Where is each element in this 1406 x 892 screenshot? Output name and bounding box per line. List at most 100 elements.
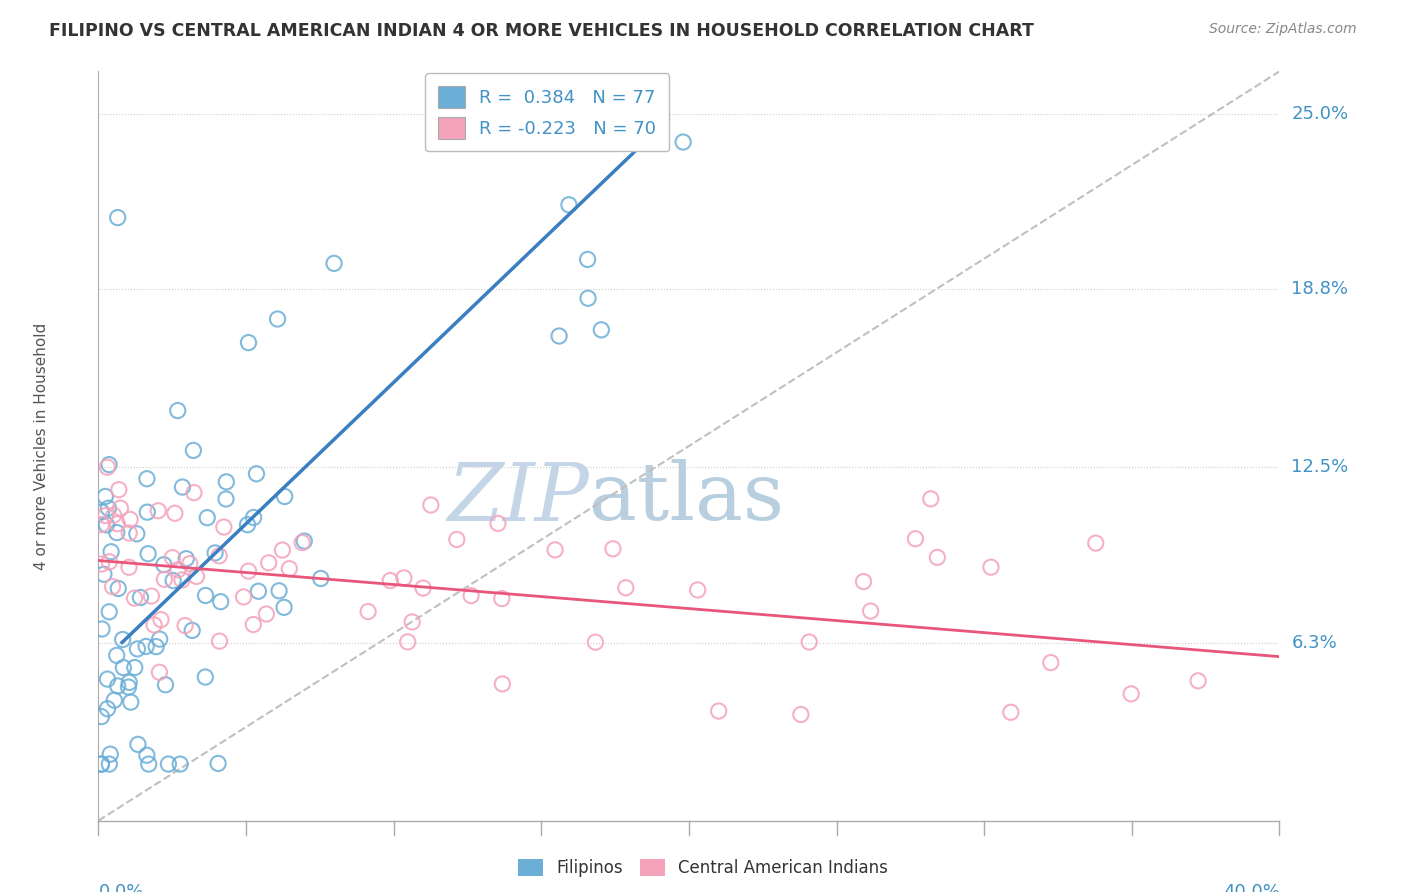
- Point: [238, 335, 260, 350]
- Point: [558, 198, 581, 212]
- Point: [254, 607, 277, 621]
- Point: [153, 572, 176, 586]
- Point: [170, 573, 193, 587]
- Point: [1000, 706, 1022, 720]
- Point: [145, 640, 167, 654]
- Point: [120, 512, 142, 526]
- Point: [141, 589, 163, 603]
- Point: [548, 329, 571, 343]
- Point: [278, 561, 301, 575]
- Point: [100, 545, 122, 559]
- Point: [209, 595, 232, 609]
- Point: [686, 582, 709, 597]
- Point: [124, 591, 146, 606]
- Point: [1187, 673, 1209, 688]
- Point: [576, 252, 599, 267]
- Text: 4 or more Vehicles in Household: 4 or more Vehicles in Household: [34, 322, 49, 570]
- Point: [401, 615, 423, 629]
- Point: [118, 526, 141, 541]
- Point: [124, 660, 146, 674]
- Point: [859, 604, 882, 618]
- Point: [208, 549, 231, 563]
- Point: [118, 675, 141, 690]
- Point: [491, 677, 513, 691]
- Point: [135, 748, 157, 763]
- Point: [790, 707, 813, 722]
- Text: 25.0%: 25.0%: [1291, 104, 1348, 123]
- Point: [169, 757, 191, 772]
- Point: [266, 312, 288, 326]
- Text: 40.0%: 40.0%: [1223, 883, 1279, 892]
- Point: [174, 551, 197, 566]
- Point: [118, 560, 141, 574]
- Point: [148, 665, 170, 680]
- Point: [204, 546, 226, 560]
- Point: [90, 757, 112, 772]
- Point: [90, 709, 112, 723]
- Point: [105, 516, 128, 531]
- Point: [136, 505, 159, 519]
- Point: [380, 574, 402, 588]
- Point: [267, 583, 290, 598]
- Point: [167, 563, 190, 577]
- Point: [179, 557, 201, 571]
- Point: [980, 560, 1002, 574]
- Text: FILIPINO VS CENTRAL AMERICAN INDIAN 4 OR MORE VEHICLES IN HOUSEHOLD CORRELATION : FILIPINO VS CENTRAL AMERICAN INDIAN 4 OR…: [49, 22, 1033, 40]
- Point: [215, 475, 238, 489]
- Point: [105, 648, 128, 663]
- Point: [591, 323, 613, 337]
- Point: [103, 508, 125, 523]
- Point: [672, 135, 695, 149]
- Point: [162, 550, 184, 565]
- Point: [212, 520, 235, 534]
- Point: [155, 678, 177, 692]
- Point: [98, 757, 121, 772]
- Point: [103, 693, 125, 707]
- Point: [396, 635, 419, 649]
- Point: [174, 618, 197, 632]
- Point: [96, 517, 118, 532]
- Point: [98, 605, 121, 619]
- Point: [245, 467, 267, 481]
- Point: [446, 533, 468, 547]
- Point: [111, 632, 134, 647]
- Point: [292, 534, 315, 549]
- Text: 6.3%: 6.3%: [1291, 633, 1337, 651]
- Point: [148, 504, 170, 518]
- Legend: R =  0.384   N = 77, R = -0.223   N = 70: R = 0.384 N = 77, R = -0.223 N = 70: [425, 73, 669, 152]
- Point: [149, 632, 172, 646]
- Text: 18.8%: 18.8%: [1291, 280, 1348, 298]
- Point: [1084, 536, 1107, 550]
- Text: Source: ZipAtlas.com: Source: ZipAtlas.com: [1209, 22, 1357, 37]
- Point: [460, 589, 482, 603]
- Point: [110, 501, 132, 516]
- Point: [207, 756, 229, 771]
- Point: [138, 757, 160, 772]
- Point: [707, 704, 730, 718]
- Point: [583, 635, 606, 649]
- Point: [412, 581, 434, 595]
- Point: [120, 695, 142, 709]
- Point: [153, 558, 176, 572]
- Point: [596, 135, 619, 149]
- Point: [208, 634, 231, 648]
- Point: [162, 574, 184, 588]
- Point: [799, 635, 821, 649]
- Point: [576, 291, 599, 305]
- Text: ZIP: ZIP: [447, 459, 589, 537]
- Point: [236, 517, 259, 532]
- Point: [98, 747, 121, 762]
- Point: [194, 670, 217, 684]
- Point: [97, 501, 120, 516]
- Point: [107, 582, 129, 596]
- Point: [129, 591, 152, 605]
- Text: atlas: atlas: [589, 459, 783, 538]
- Point: [127, 641, 149, 656]
- Point: [544, 542, 567, 557]
- Point: [94, 490, 117, 504]
- Text: 0.0%: 0.0%: [98, 883, 143, 892]
- Point: [136, 547, 159, 561]
- Point: [112, 660, 135, 674]
- Point: [273, 600, 295, 615]
- Point: [127, 738, 149, 752]
